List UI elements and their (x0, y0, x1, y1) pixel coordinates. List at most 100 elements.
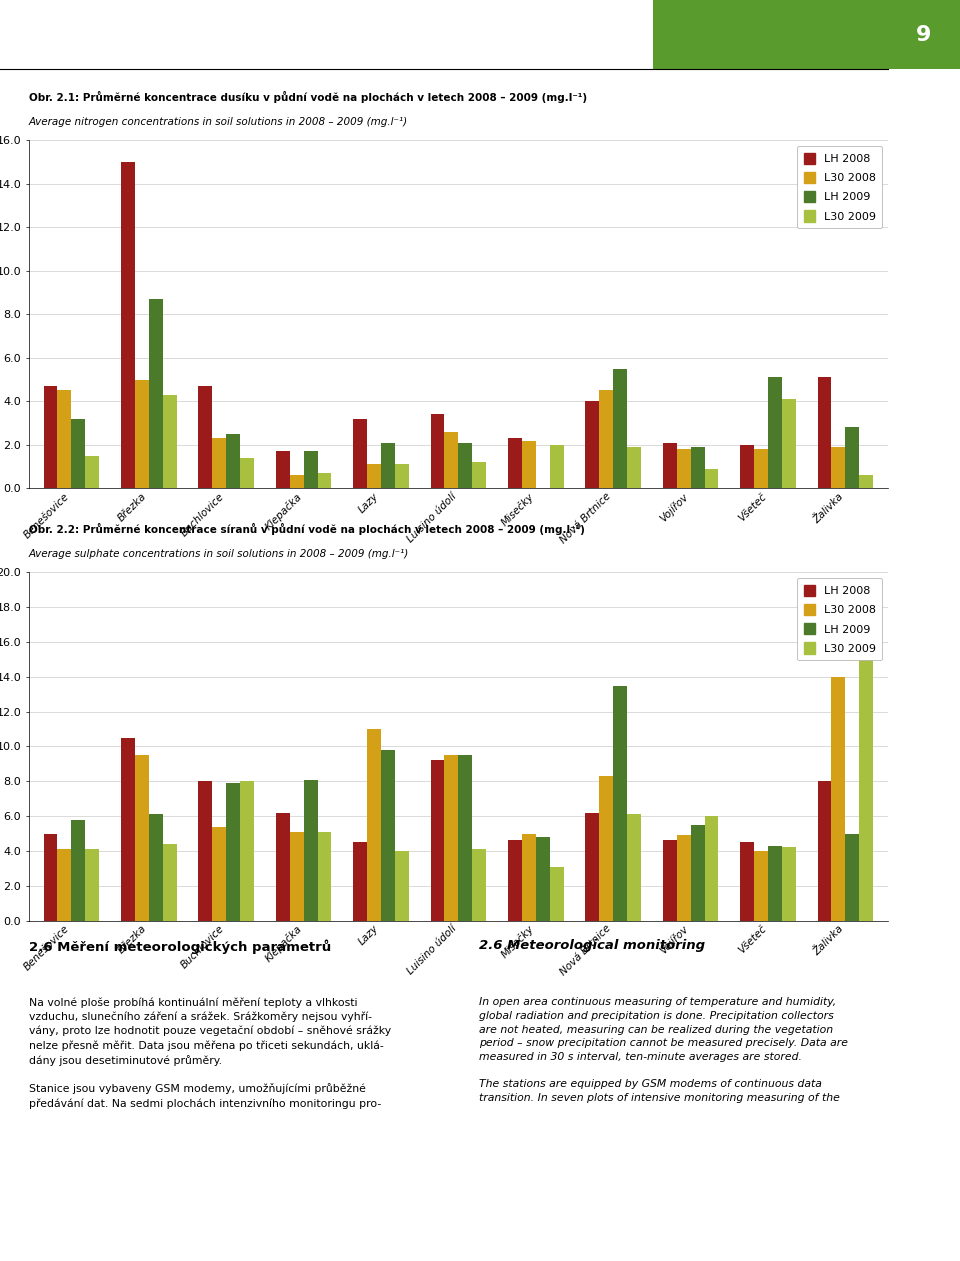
Bar (846, 427, 859, 488)
Bar (121, 738, 134, 921)
Bar (550, 866, 564, 921)
Bar (290, 475, 303, 488)
Bar (149, 299, 162, 488)
Bar (627, 448, 641, 488)
Text: Average nitrogen concentrations in soil solutions in 2008 – 2009 (mg.l⁻¹): Average nitrogen concentrations in soil … (29, 117, 408, 127)
Bar (459, 755, 472, 921)
Bar (627, 815, 641, 921)
Bar (599, 391, 613, 488)
Bar (459, 443, 472, 488)
Bar (690, 825, 705, 921)
Bar (149, 815, 162, 921)
Bar (472, 849, 487, 921)
Bar (134, 380, 149, 488)
Bar (522, 440, 536, 488)
Bar (662, 443, 677, 488)
Bar (677, 449, 690, 488)
Text: In open area continuous measuring of temperature and humidity,
global radiation : In open area continuous measuring of tem… (479, 997, 849, 1102)
Bar (43, 834, 58, 921)
Bar (381, 443, 395, 488)
Bar (740, 445, 755, 488)
Text: Obr. 2.2: Průměrné koncentrace síranů v půdní vodě na plochách v letech 2008 – 2: Obr. 2.2: Průměrné koncentrace síranů v … (29, 523, 585, 535)
Bar (353, 842, 367, 921)
Bar (831, 448, 846, 488)
Text: 2.6 Měření meteorologických parametrů: 2.6 Měření meteorologických parametrů (29, 939, 331, 955)
Bar (677, 835, 690, 921)
Bar (613, 686, 627, 921)
FancyBboxPatch shape (653, 0, 888, 69)
Bar (240, 782, 254, 921)
Bar (71, 419, 85, 488)
Text: Monitoring zdravotního stavu lesa: Monitoring zdravotního stavu lesa (672, 28, 884, 42)
Bar (71, 820, 85, 921)
Bar (212, 439, 227, 488)
Bar (755, 449, 768, 488)
Bar (818, 782, 831, 921)
Bar (353, 419, 367, 488)
Bar (472, 463, 487, 488)
Bar (768, 377, 782, 488)
Bar (381, 750, 395, 921)
Bar (508, 439, 522, 488)
Bar (227, 783, 240, 921)
Legend: LH 2008, L30 2008, LH 2009, L30 2009: LH 2008, L30 2008, LH 2009, L30 2009 (797, 146, 882, 228)
Bar (818, 377, 831, 488)
Bar (444, 431, 458, 488)
Bar (134, 755, 149, 921)
Bar (318, 473, 331, 488)
Bar (367, 729, 381, 921)
Bar (58, 849, 71, 921)
Bar (199, 782, 212, 921)
Bar (162, 395, 177, 488)
Bar (85, 849, 99, 921)
Bar (58, 391, 71, 488)
Bar (43, 386, 58, 488)
Bar (162, 844, 177, 921)
Text: 9: 9 (916, 25, 931, 44)
Bar (290, 832, 303, 921)
Bar (276, 812, 290, 921)
Bar (705, 816, 718, 921)
Bar (550, 445, 564, 488)
Bar (782, 847, 796, 921)
Bar (367, 464, 381, 488)
Bar (859, 608, 874, 921)
Bar (303, 779, 318, 921)
Bar (586, 401, 599, 488)
Bar (613, 368, 627, 488)
Bar (121, 163, 134, 488)
Bar (859, 475, 874, 488)
Bar (782, 400, 796, 488)
Bar (318, 832, 331, 921)
Bar (199, 386, 212, 488)
Bar (740, 842, 755, 921)
Bar (276, 451, 290, 488)
Bar (768, 846, 782, 921)
Bar (430, 760, 444, 921)
Text: 2.6 Meteorological monitoring: 2.6 Meteorological monitoring (479, 939, 706, 952)
Text: Na volné ploše probíhá kontinuální měření teploty a vlhkosti
vzduchu, slunečního: Na volné ploše probíhá kontinuální měřen… (29, 997, 391, 1108)
Bar (586, 812, 599, 921)
Bar (522, 834, 536, 921)
Bar (85, 455, 99, 488)
Bar (212, 826, 227, 921)
Bar (662, 841, 677, 921)
Bar (395, 851, 409, 921)
Bar (755, 851, 768, 921)
FancyBboxPatch shape (888, 0, 960, 69)
Text: 2 Kritéria a metody hodnocení: 2 Kritéria a metody hodnocení (919, 406, 929, 596)
Bar (599, 776, 613, 921)
Bar (240, 458, 254, 488)
Bar (846, 834, 859, 921)
Bar (690, 448, 705, 488)
Bar (508, 841, 522, 921)
Bar (444, 755, 458, 921)
Legend: LH 2008, L30 2008, LH 2009, L30 2009: LH 2008, L30 2008, LH 2009, L30 2009 (797, 578, 882, 661)
Bar (430, 415, 444, 488)
Bar (227, 434, 240, 488)
Text: Average sulphate concentrations in soil solutions in 2008 – 2009 (mg.l⁻¹): Average sulphate concentrations in soil … (29, 549, 409, 559)
Text: Obr. 2.1: Průměrné koncentrace dusíku v půdní vodě na plochách v letech 2008 – 2: Obr. 2.1: Průměrné koncentrace dusíku v … (29, 91, 587, 103)
Bar (395, 464, 409, 488)
Bar (705, 469, 718, 488)
Bar (831, 677, 846, 921)
